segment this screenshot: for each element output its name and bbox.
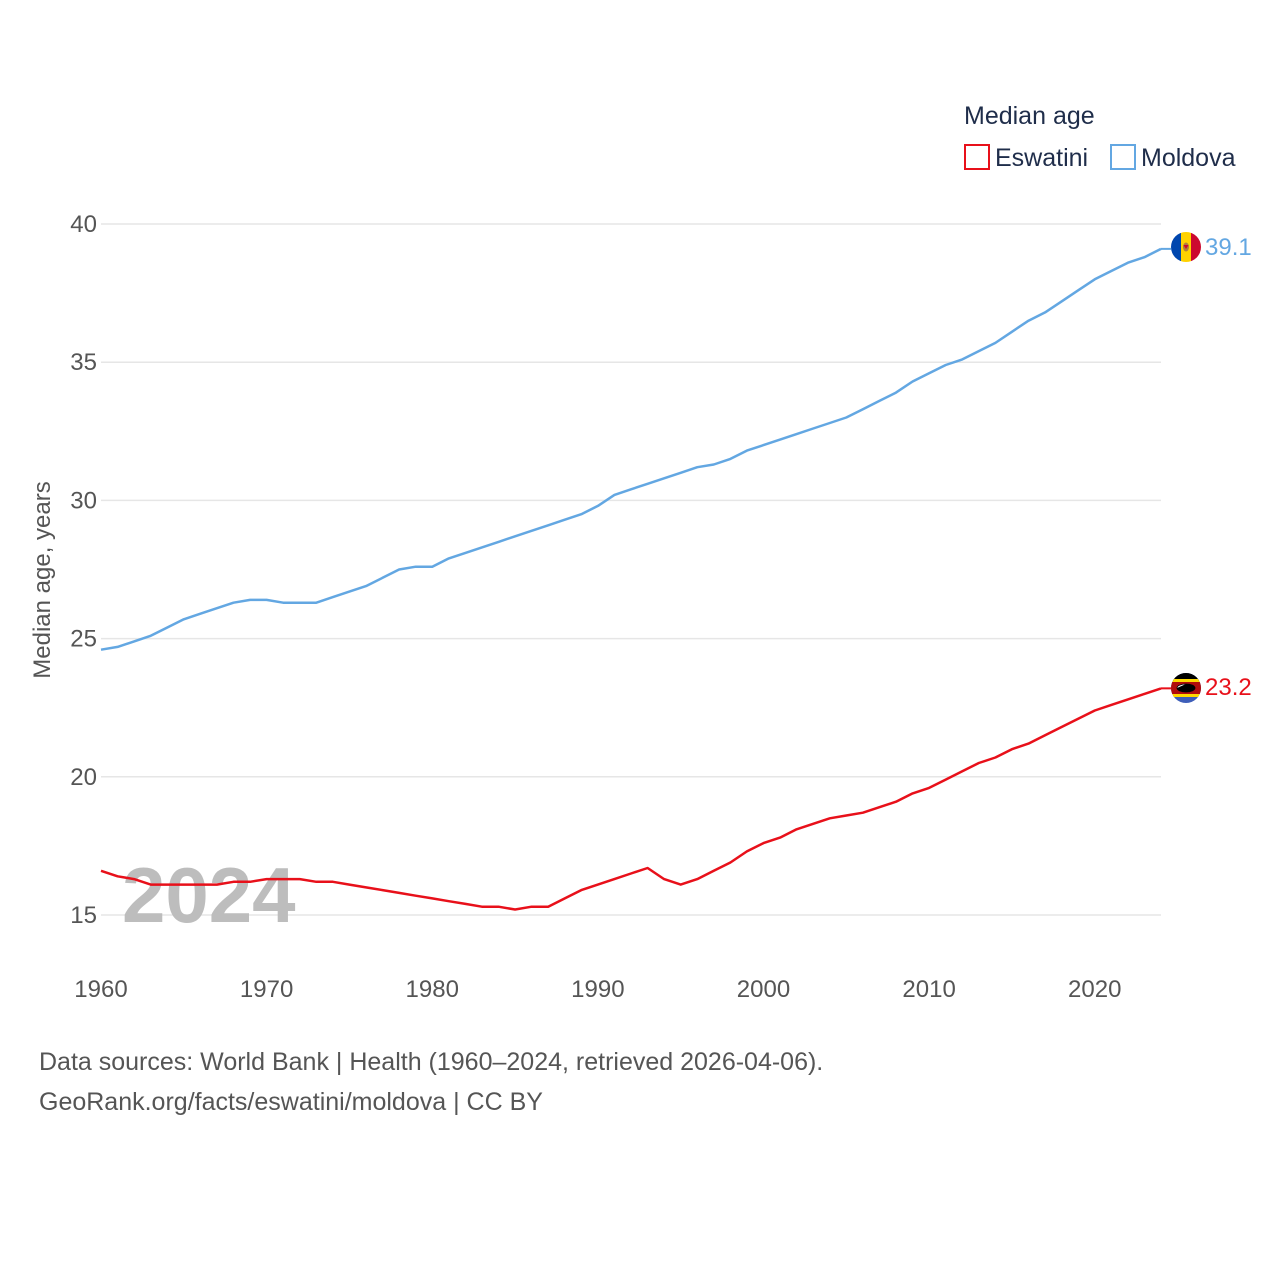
legend-item-moldova[interactable]: Moldova bbox=[1110, 144, 1236, 172]
series-layer bbox=[100, 247, 1171, 911]
x-tick-label: 1970 bbox=[240, 976, 293, 1003]
legend-swatch-eswatini bbox=[964, 144, 990, 170]
y-tick-label: 30 bbox=[70, 487, 97, 514]
series-line-eswatini[interactable] bbox=[100, 687, 1162, 911]
x-tick-label: 1980 bbox=[406, 976, 459, 1003]
legend-swatch-moldova bbox=[1110, 144, 1136, 170]
legend-label-moldova: Moldova bbox=[1141, 144, 1236, 172]
eswatini-end-value: 23.2 bbox=[1205, 674, 1252, 701]
x-tick-label: 2010 bbox=[902, 976, 955, 1003]
source-link-text[interactable]: GeoRank.org/facts/eswatini/moldova | CC … bbox=[39, 1088, 543, 1116]
data-sources-text: Data sources: World Bank | Health (1960–… bbox=[39, 1048, 824, 1076]
y-tick-label: 20 bbox=[70, 764, 97, 791]
legend: Median age Eswatini Moldova bbox=[964, 102, 1236, 172]
grid-layer bbox=[101, 223, 1161, 916]
x-tick-label: 1960 bbox=[74, 976, 127, 1003]
x-tick-label: 1990 bbox=[571, 976, 624, 1003]
y-tick-label: 35 bbox=[70, 349, 97, 376]
moldova-end-value: 39.1 bbox=[1205, 234, 1252, 261]
y-tick-label: 25 bbox=[70, 626, 97, 653]
x-tick-label: 2000 bbox=[737, 976, 790, 1003]
y-axis-title: Median age, years bbox=[29, 481, 56, 678]
x-axis-ticks: 1960 1970 1980 1990 2000 2010 2020 bbox=[74, 976, 1121, 1003]
series-line-moldova[interactable] bbox=[100, 247, 1162, 651]
y-tick-label: 15 bbox=[70, 902, 97, 929]
eswatini-flag-icon bbox=[1171, 673, 1201, 703]
legend-item-eswatini[interactable]: Eswatini bbox=[964, 144, 1088, 172]
footer: Data sources: World Bank | Health (1960–… bbox=[39, 1042, 823, 1122]
y-tick-label: 40 bbox=[70, 211, 97, 238]
legend-label-eswatini: Eswatini bbox=[995, 144, 1088, 172]
current-year-watermark: 2024 bbox=[122, 851, 296, 939]
legend-title: Median age bbox=[964, 102, 1095, 130]
x-tick-label: 2020 bbox=[1068, 976, 1121, 1003]
y-axis-ticks: 15 20 25 30 35 40 bbox=[70, 211, 97, 929]
moldova-flag-icon bbox=[1171, 232, 1201, 262]
